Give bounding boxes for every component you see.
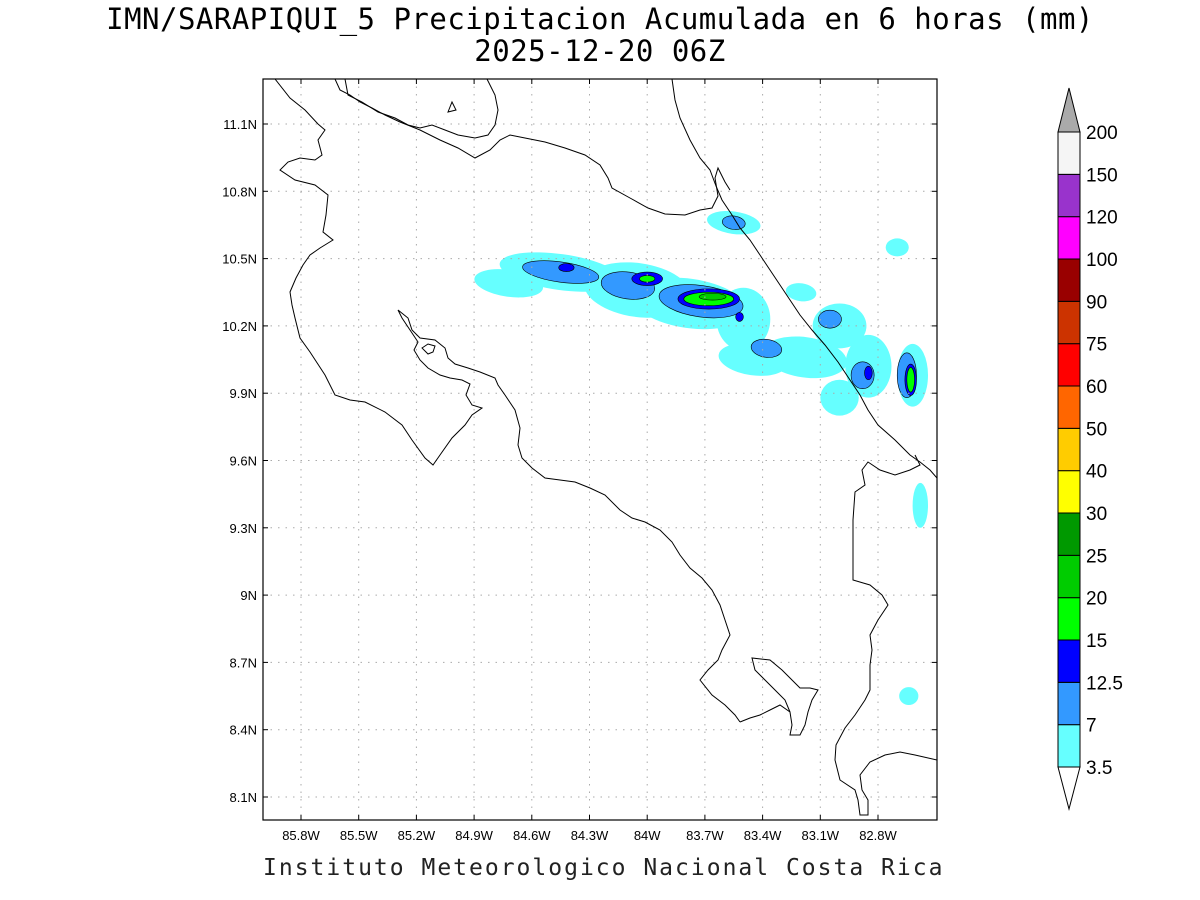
lon-tick-label: 83.4W <box>744 828 782 843</box>
precip-contour <box>558 263 575 272</box>
colorbar-swatch <box>1057 512 1081 556</box>
precip-contour <box>522 260 600 284</box>
lat-tick-label: 8.1N <box>230 790 257 805</box>
lon-tick-label: 83.1W <box>802 828 840 843</box>
colorbar-top-arrow <box>1057 87 1081 133</box>
colorbar-label: 15 <box>1086 631 1107 652</box>
colorbar-swatch <box>1057 343 1081 387</box>
lake-nicaragua-shore <box>334 79 731 216</box>
lat-tick-label: 10.5N <box>222 252 257 267</box>
panama-border <box>834 454 937 816</box>
colorbar-swatch <box>1057 597 1081 641</box>
precipitation-field <box>474 210 929 706</box>
lat-tick-label: 8.7N <box>230 655 257 670</box>
precip-contour <box>885 238 909 257</box>
colorbar-label: 60 <box>1086 377 1107 398</box>
lon-tick-label: 85.2W <box>398 828 436 843</box>
colorbar-swatch <box>1057 470 1081 514</box>
precip-contour <box>864 365 873 381</box>
colorbar-label: 12.5 <box>1086 673 1123 694</box>
colorbar-label: 75 <box>1086 335 1107 356</box>
lon-tick-label: 85.5W <box>340 828 378 843</box>
colorbar-swatch <box>1057 300 1081 345</box>
lat-tick-label: 10.2N <box>222 319 257 334</box>
colorbar-label: 20 <box>1086 589 1107 610</box>
colorbar-swatch <box>1057 258 1081 302</box>
lat-tick-label: 11.1N <box>223 117 257 132</box>
lon-tick-label: 85.8W <box>282 828 320 843</box>
graticule <box>263 79 937 820</box>
precip-contour <box>785 283 817 302</box>
lon-tick-label: 83.7W <box>686 828 724 843</box>
lat-tick-label: 9N <box>240 588 257 603</box>
precip-contour <box>912 482 929 528</box>
credit-text: Instituto Meteorologico Nacional Costa R… <box>263 855 945 881</box>
lon-tick-label: 84.6W <box>513 828 551 843</box>
precip-contour <box>639 275 656 283</box>
lon-tick-label: 84.3W <box>571 828 609 843</box>
colorbar-label: 30 <box>1086 504 1107 525</box>
lake-nicaragua-north <box>344 79 499 139</box>
pacific-coast-north <box>274 79 741 723</box>
lon-tick-label: 82.8W <box>859 828 897 843</box>
coastlines-borders <box>274 79 937 816</box>
colorbar-swatch <box>1057 554 1081 599</box>
colorbar-swatch <box>1057 385 1081 429</box>
gulf-island <box>421 343 436 355</box>
colorbar-swatch <box>1057 681 1081 726</box>
precip-contour <box>735 312 744 322</box>
colorbar-label: 100 <box>1086 250 1118 271</box>
lon-tick-label: 84.9W <box>455 828 493 843</box>
precip-contour <box>820 379 859 416</box>
colorbar-swatch <box>1057 173 1081 218</box>
lat-tick-label: 9.6N <box>230 454 257 469</box>
caribbean-coast <box>671 79 937 479</box>
axis-ticks: 85.8W 85.5W 85.2W 84.9W 84.6W 84.3W 84W 83.7W 83… <box>222 79 937 843</box>
colorbar-label: 25 <box>1086 546 1107 567</box>
colorbar-legend: 3.5 7 12.5 15 20 25 30 40 50 60 75 90 100 120 150 200 <box>1057 87 1123 811</box>
precip-contour <box>721 215 746 230</box>
precip-contour <box>906 367 915 393</box>
colorbar-label: 50 <box>1086 419 1107 440</box>
precip-contour <box>818 309 842 329</box>
map-frame <box>262 78 938 821</box>
colorbar-swatch <box>1057 216 1081 260</box>
colorbar-label: 150 <box>1086 165 1118 186</box>
colorbar-label: 200 <box>1086 123 1118 144</box>
colorbar-swatch <box>1057 724 1081 768</box>
precip-contour <box>750 338 783 358</box>
colorbar-label: 90 <box>1086 292 1107 313</box>
colorbar-label: 7 <box>1086 716 1097 737</box>
lat-tick-label: 8.4N <box>230 723 257 738</box>
colorbar-label: 120 <box>1086 208 1118 229</box>
lat-tick-label: 10.8N <box>222 184 257 199</box>
osa-peninsula <box>739 657 819 736</box>
lat-tick-label: 9.9N <box>230 386 257 401</box>
lon-tick-label: 84W <box>634 828 661 843</box>
colorbar-label: 3.5 <box>1086 758 1112 779</box>
colorbar-swatch <box>1057 131 1081 175</box>
colorbar-label: 40 <box>1086 462 1107 483</box>
lake-island <box>447 100 457 113</box>
colorbar-swatch <box>1057 427 1081 472</box>
map-datetime: 2025-12-20 06Z <box>474 34 726 68</box>
precip-contour <box>698 293 727 301</box>
colorbar-swatch <box>1057 639 1081 683</box>
precip-contour <box>899 687 919 706</box>
map-title: IMN/SARAPIQUI_5 Precipitacion Acumulada … <box>106 2 1094 36</box>
lat-tick-label: 9.3N <box>230 521 257 536</box>
colorbar-bottom-arrow <box>1057 766 1081 811</box>
